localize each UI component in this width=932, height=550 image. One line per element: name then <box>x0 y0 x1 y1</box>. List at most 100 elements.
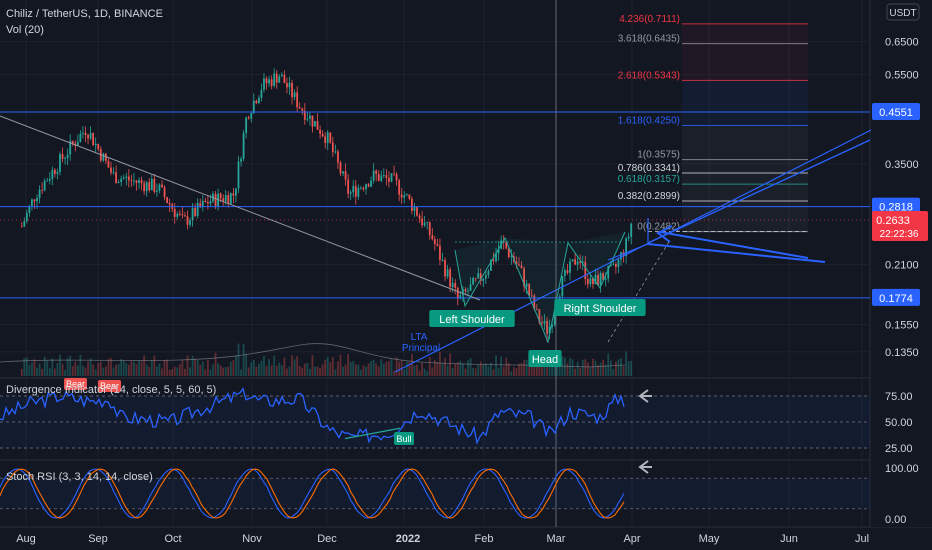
candle-body <box>194 208 197 216</box>
volume-bar <box>209 369 212 376</box>
candle-body <box>293 92 296 98</box>
indicator1-title: Divergence Indicator (14, close, 5, 5, 6… <box>6 384 216 396</box>
volume-bar <box>620 358 622 376</box>
candle-body <box>273 73 276 86</box>
volume-bar <box>614 361 617 376</box>
volume-bar <box>334 369 337 376</box>
candle-body <box>255 100 258 104</box>
candle-body <box>625 238 627 257</box>
volume-bar <box>235 355 237 376</box>
candle-body <box>201 200 204 208</box>
volume-bar <box>303 363 306 376</box>
candle-body <box>416 207 418 216</box>
volume-bar <box>194 358 197 376</box>
volume-bar <box>308 368 311 376</box>
candle-body <box>250 113 253 119</box>
bull-divergence-line <box>344 427 401 440</box>
volume-bar <box>461 363 464 376</box>
volume-bar <box>556 361 559 376</box>
candle-body <box>153 178 156 192</box>
candle-body <box>614 263 617 267</box>
volume-bar <box>380 359 383 376</box>
candle-body <box>308 115 311 119</box>
volume-bar <box>242 343 245 376</box>
candle-body <box>528 283 531 296</box>
volume-bar <box>571 359 574 376</box>
candle-body <box>421 218 423 226</box>
volume-bars <box>20 343 633 376</box>
candle-body <box>145 182 148 192</box>
volume-bar <box>446 365 449 376</box>
volume-bar <box>416 364 418 376</box>
volume-bar <box>469 358 472 376</box>
candle-body <box>38 189 41 198</box>
volume-bar <box>359 369 362 376</box>
volume-bar <box>344 364 347 376</box>
volume-bar <box>161 368 163 376</box>
candle-body <box>563 270 566 276</box>
candle-body <box>446 269 449 277</box>
volume-bar <box>495 355 497 376</box>
volume-bar <box>133 362 135 376</box>
price-tick-label: 0.5500 <box>885 70 919 82</box>
candle-body <box>395 174 398 181</box>
volume-bar <box>612 368 615 376</box>
volume-bar <box>82 365 84 376</box>
volume-bar <box>423 368 426 376</box>
projection-dashed-line <box>607 239 671 343</box>
volume-bar <box>339 354 342 376</box>
volume-bar <box>541 360 543 376</box>
candle-body <box>265 78 268 84</box>
volume-bar <box>372 359 375 376</box>
volume-bar <box>569 357 571 376</box>
bull-label: Bull <box>396 434 411 444</box>
volume-bar <box>89 358 92 376</box>
candle-body <box>571 259 574 262</box>
candle-body <box>316 121 319 130</box>
volume-bar <box>410 354 413 376</box>
time-axis-label: Oct <box>164 533 181 545</box>
volume-bar <box>467 360 469 376</box>
time-axis-label: Mar <box>547 533 566 545</box>
volume-bar <box>408 361 411 376</box>
candle-body <box>497 248 500 254</box>
volume-bar <box>20 368 23 376</box>
volume-bar <box>520 363 523 376</box>
volume-bar <box>533 359 536 376</box>
candle-body <box>553 312 556 325</box>
candle-body <box>431 235 434 240</box>
fib-level-label: 0(0.2482) <box>637 222 680 233</box>
candle-body <box>140 180 143 184</box>
volume-bar <box>597 365 599 376</box>
candle-body <box>352 186 355 193</box>
candle-body <box>280 74 283 77</box>
volume-bar <box>490 362 492 376</box>
pattern-fill <box>568 232 625 288</box>
candle-body <box>375 170 378 174</box>
volume-bar <box>393 370 395 376</box>
candle-body <box>382 175 385 176</box>
volume-bar <box>125 363 128 376</box>
volume-bar <box>563 357 566 376</box>
volume-bar <box>444 358 446 376</box>
volume-bar <box>229 361 232 376</box>
candle-body <box>204 200 207 203</box>
candle-body <box>495 253 497 262</box>
volume-bar <box>79 355 82 376</box>
volume-bar <box>260 360 263 376</box>
candle-body <box>263 78 265 90</box>
volume-bar <box>288 366 291 376</box>
volume-bar <box>492 369 495 376</box>
volume-bar <box>589 367 592 376</box>
last-price-box <box>872 211 928 241</box>
volume-bar <box>543 361 546 376</box>
volume-bar <box>201 361 204 376</box>
candle-body <box>229 193 232 204</box>
candle-body <box>484 275 487 279</box>
price-tick-label: 0.2100 <box>885 260 919 272</box>
candle-body <box>31 199 33 206</box>
price-axis-bg <box>871 0 932 527</box>
candle-body <box>127 176 130 181</box>
candle-body <box>178 213 181 215</box>
